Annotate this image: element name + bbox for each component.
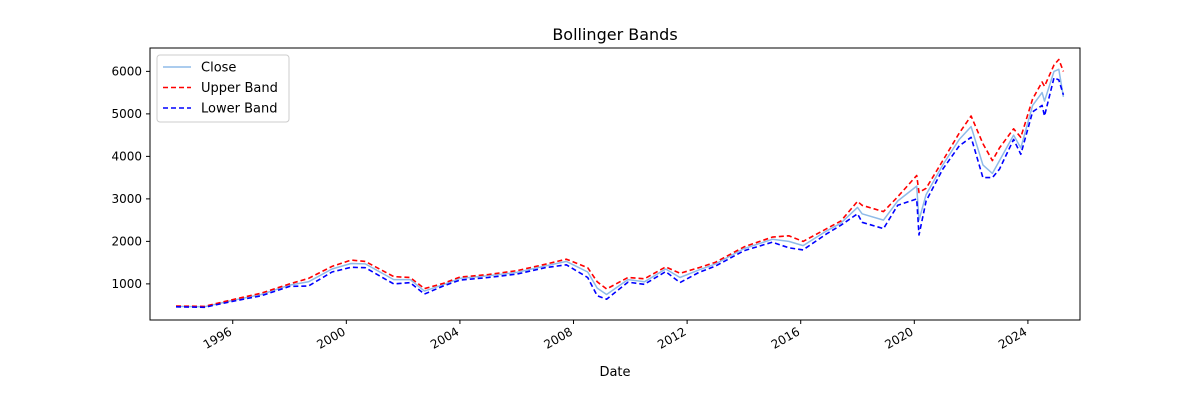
x-tick-label: 2008 xyxy=(542,324,575,351)
x-tick-label: 2004 xyxy=(428,324,461,351)
legend-label-close: Close xyxy=(201,61,236,76)
legend-label-lower-band: Lower Band xyxy=(201,102,277,117)
x-tick-label: 2024 xyxy=(996,324,1029,351)
y-tick-label: 4000 xyxy=(111,149,142,163)
x-tick-label: 2016 xyxy=(769,324,802,351)
legend-label-upper-band: Upper Band xyxy=(201,81,278,96)
y-tick-label: 5000 xyxy=(111,107,142,121)
series-line-upper-band xyxy=(175,58,1065,308)
y-tick-label: 1000 xyxy=(111,277,142,291)
series-layer xyxy=(175,58,1065,309)
chart-title: Bollinger Bands xyxy=(552,25,677,44)
x-tick-label: 2012 xyxy=(655,324,688,351)
plot-frame xyxy=(149,47,1081,321)
x-axis: 1996 2000 2004 2008 2012 2016 2020 2024 xyxy=(201,320,1029,352)
y-tick-label: 2000 xyxy=(111,234,142,248)
legend-box xyxy=(156,54,290,123)
x-tick-label: 2020 xyxy=(882,324,915,351)
y-axis: 1000 2000 3000 4000 5000 6000 xyxy=(111,64,150,291)
y-tick-label: 3000 xyxy=(111,192,142,206)
series-line-lower-band xyxy=(175,77,1065,309)
plot-area xyxy=(150,48,1080,320)
x-axis-label: Date xyxy=(599,365,630,380)
x-tick-label: 1996 xyxy=(201,324,234,351)
y-tick-label: 6000 xyxy=(111,64,142,78)
legend: Close Upper Band Lower Band xyxy=(156,54,290,123)
x-tick-label: 2000 xyxy=(314,324,347,351)
series-line-close xyxy=(175,68,1065,308)
